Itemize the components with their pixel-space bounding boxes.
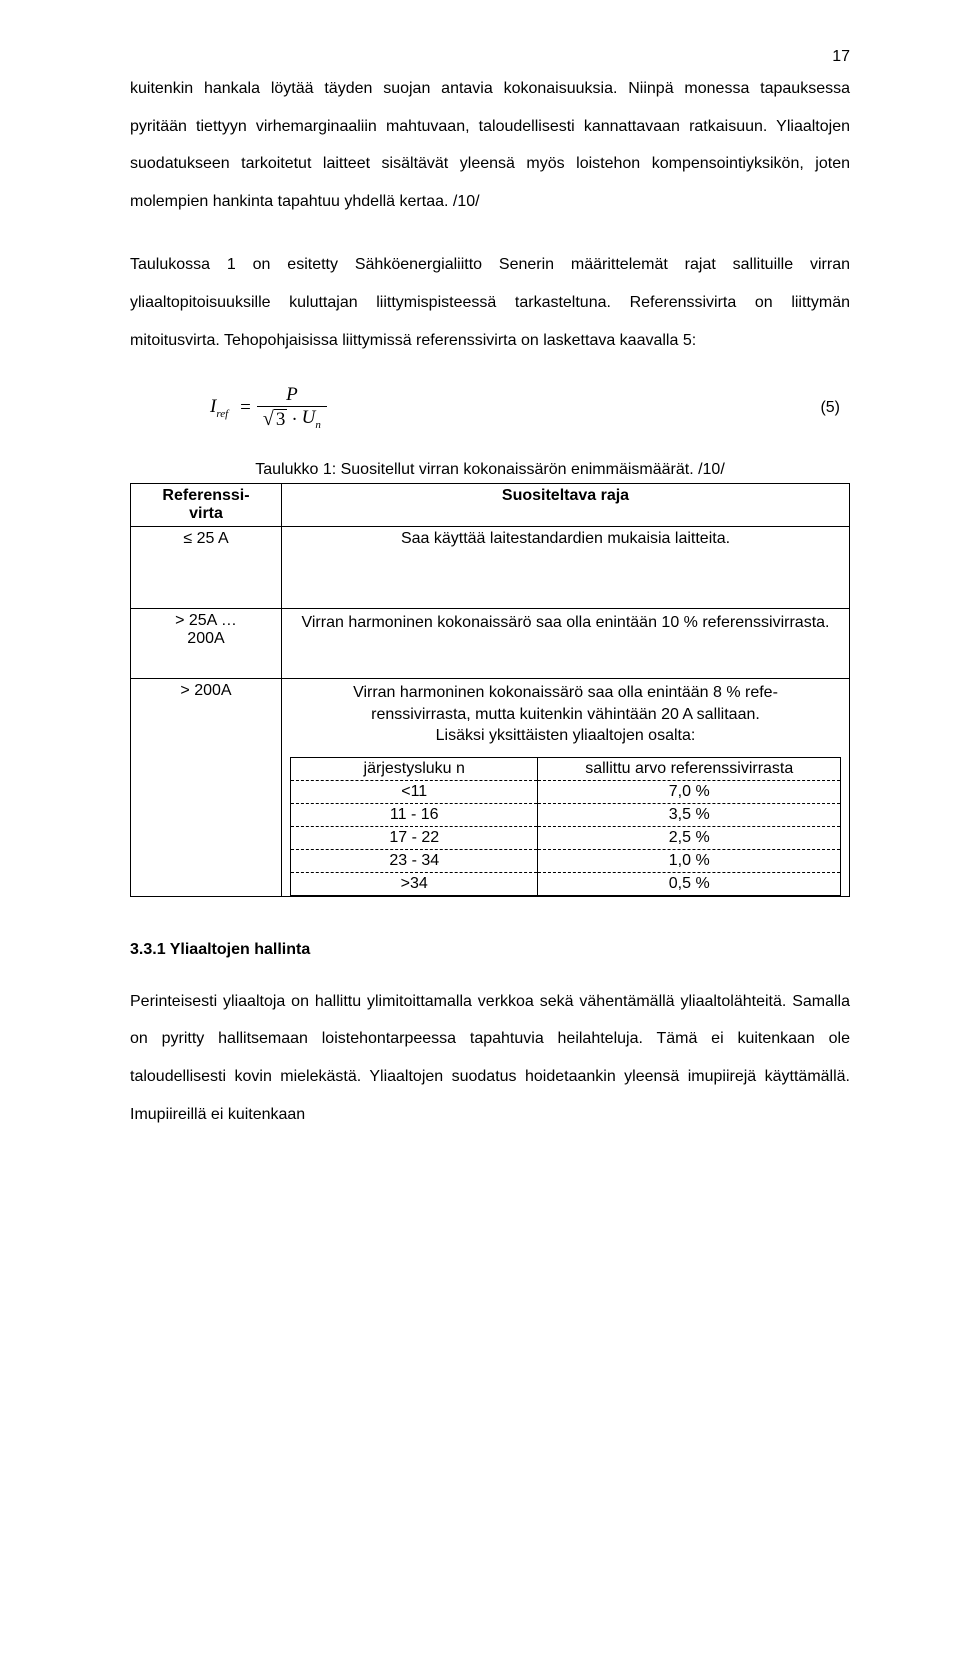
paragraph-1: kuitenkin hankala löytää täyden suojan a…	[130, 70, 850, 220]
table-1-head-right: Suositeltava raja	[281, 484, 849, 527]
subtable-cell: 23 - 34	[290, 849, 538, 872]
paragraph-2: Taulukossa 1 on esitetty Sähköenergialii…	[130, 246, 850, 359]
table-row: > 25A …200A Virran harmoninen kokonaissä…	[131, 609, 850, 679]
table-row: > 200A Virran harmoninen kokonaissärö sa…	[131, 679, 850, 897]
subtable-cell: 0,5 %	[538, 872, 841, 895]
subtable-cell: 7,0 %	[538, 780, 841, 803]
formula-numerator: P	[286, 384, 298, 405]
table-1-text-1: Virran harmoninen kokonaissärö saa olla …	[281, 609, 849, 679]
subtable-head-left: järjestysluku n	[290, 757, 538, 780]
table-1-text-0: Saa käyttää laitestandardien mukaisia la…	[281, 527, 849, 609]
formula-mult: ·	[291, 410, 297, 430]
table-1-ref-2: > 200A	[131, 679, 282, 897]
table-1-head-left: Referenssi-virta	[131, 484, 282, 527]
table-1-subtable: järjestysluku n sallittu arvo referenssi…	[290, 757, 841, 896]
subtable-cell: 11 - 16	[290, 803, 538, 826]
equation-number: (5)	[820, 399, 840, 417]
subtable-cell: >34	[290, 872, 538, 895]
sqrt-icon: √	[263, 409, 274, 430]
table-row: ≤ 25 A Saa käyttää laitestandardien muka…	[131, 527, 850, 609]
table-1-cell-2: Virran harmoninen kokonaissärö saa olla …	[281, 679, 849, 897]
table-1: Referenssi-virta Suositeltava raja ≤ 25 …	[130, 483, 850, 896]
subtable-cell: 2,5 %	[538, 826, 841, 849]
subtable-cell: 3,5 %	[538, 803, 841, 826]
equals-sign: =	[240, 397, 251, 419]
section-heading-3-3-1: 3.3.1 Yliaaltojen hallinta	[130, 941, 850, 959]
page-number: 17	[130, 48, 850, 66]
table-1-ref-1: > 25A …200A	[131, 609, 282, 679]
subtable-cell: <11	[290, 780, 538, 803]
subtable-cell: 1,0 %	[538, 849, 841, 872]
subtable-cell: 17 - 22	[290, 826, 538, 849]
table-1-ref-0: ≤ 25 A	[131, 527, 282, 609]
formula-den-sub: n	[315, 419, 321, 431]
table-1-text-2: Virran harmoninen kokonaissärö saa olla …	[290, 682, 841, 747]
equation-5: Iref = P √3 · Un (5)	[130, 385, 850, 431]
table-1-caption: Taulukko 1: Suositellut virran kokonaiss…	[130, 461, 850, 479]
paragraph-3: Perinteisesti yliaaltoja on hallittu yli…	[130, 983, 850, 1133]
formula-lhs-sub: ref	[216, 408, 228, 420]
subtable-head-right: sallittu arvo referenssivirrasta	[538, 757, 841, 780]
formula-sqrt-arg: 3	[274, 409, 288, 430]
formula-den-sym: U	[302, 407, 316, 428]
